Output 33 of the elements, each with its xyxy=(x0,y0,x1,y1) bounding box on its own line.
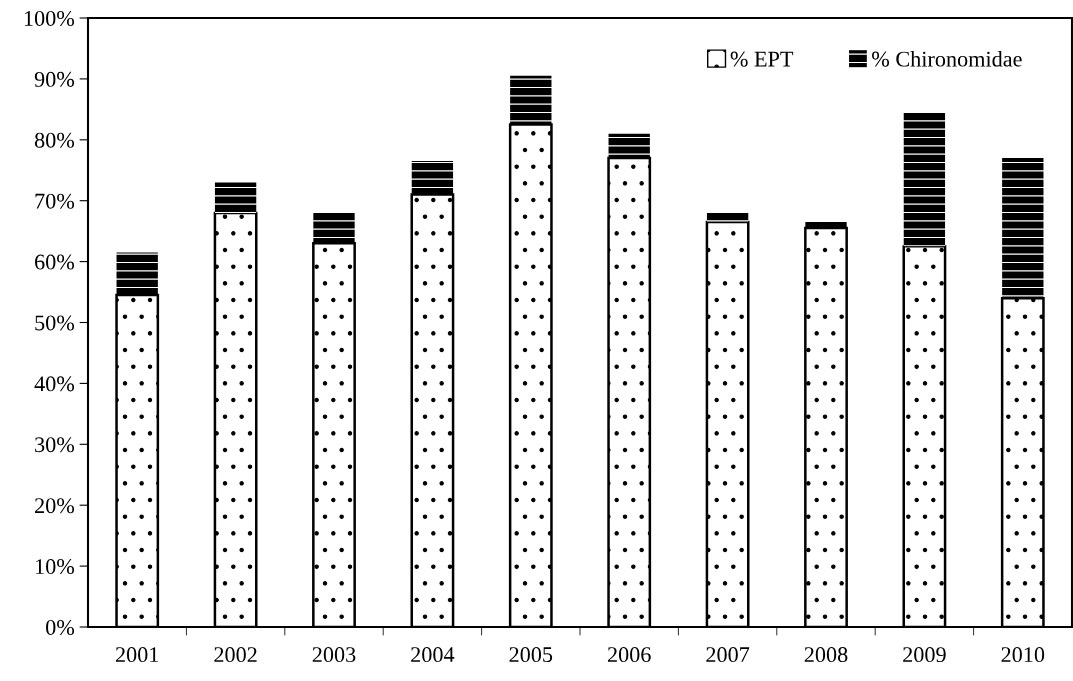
y-tick-label: 30% xyxy=(35,437,75,453)
x-tick-label: 2006 xyxy=(607,647,651,663)
bar xyxy=(608,133,650,159)
y-tick-label: 100% xyxy=(24,10,75,26)
bar xyxy=(903,112,946,247)
y-tick-label: 10% xyxy=(36,559,75,575)
bar xyxy=(116,252,158,296)
x-tick-label: 2010 xyxy=(1001,647,1045,663)
x-tick-label: 2005 xyxy=(509,647,553,663)
legend-label: % Chironomidae xyxy=(872,50,1022,67)
y-tick-label: 60% xyxy=(35,254,75,270)
y-tick-label: 20% xyxy=(35,498,75,514)
x-tick-label: 2007 xyxy=(706,647,750,663)
x-tick-label: 2001 xyxy=(115,647,159,663)
x-tick-label: 2008 xyxy=(804,647,848,663)
y-tick-label: 70% xyxy=(35,193,75,209)
x-tick-label: 2004 xyxy=(411,647,455,663)
y-tick-label: 0% xyxy=(46,619,75,635)
y-tick-label: 90% xyxy=(34,71,75,87)
x-tick-label: 2009 xyxy=(903,647,946,663)
y-tick-label: 40% xyxy=(34,376,75,392)
x-tick-label: 2002 xyxy=(214,647,257,663)
bar xyxy=(411,161,454,195)
bar xyxy=(805,222,847,229)
bar xyxy=(313,212,355,244)
x-tick-label: 2003 xyxy=(312,647,356,663)
legend-label: % EPT xyxy=(730,51,794,67)
bar xyxy=(706,212,749,223)
y-tick-label: 50% xyxy=(35,315,75,331)
bar xyxy=(510,75,552,125)
bar xyxy=(1002,158,1044,299)
y-tick-label: 80% xyxy=(34,132,75,148)
bar xyxy=(214,182,257,213)
